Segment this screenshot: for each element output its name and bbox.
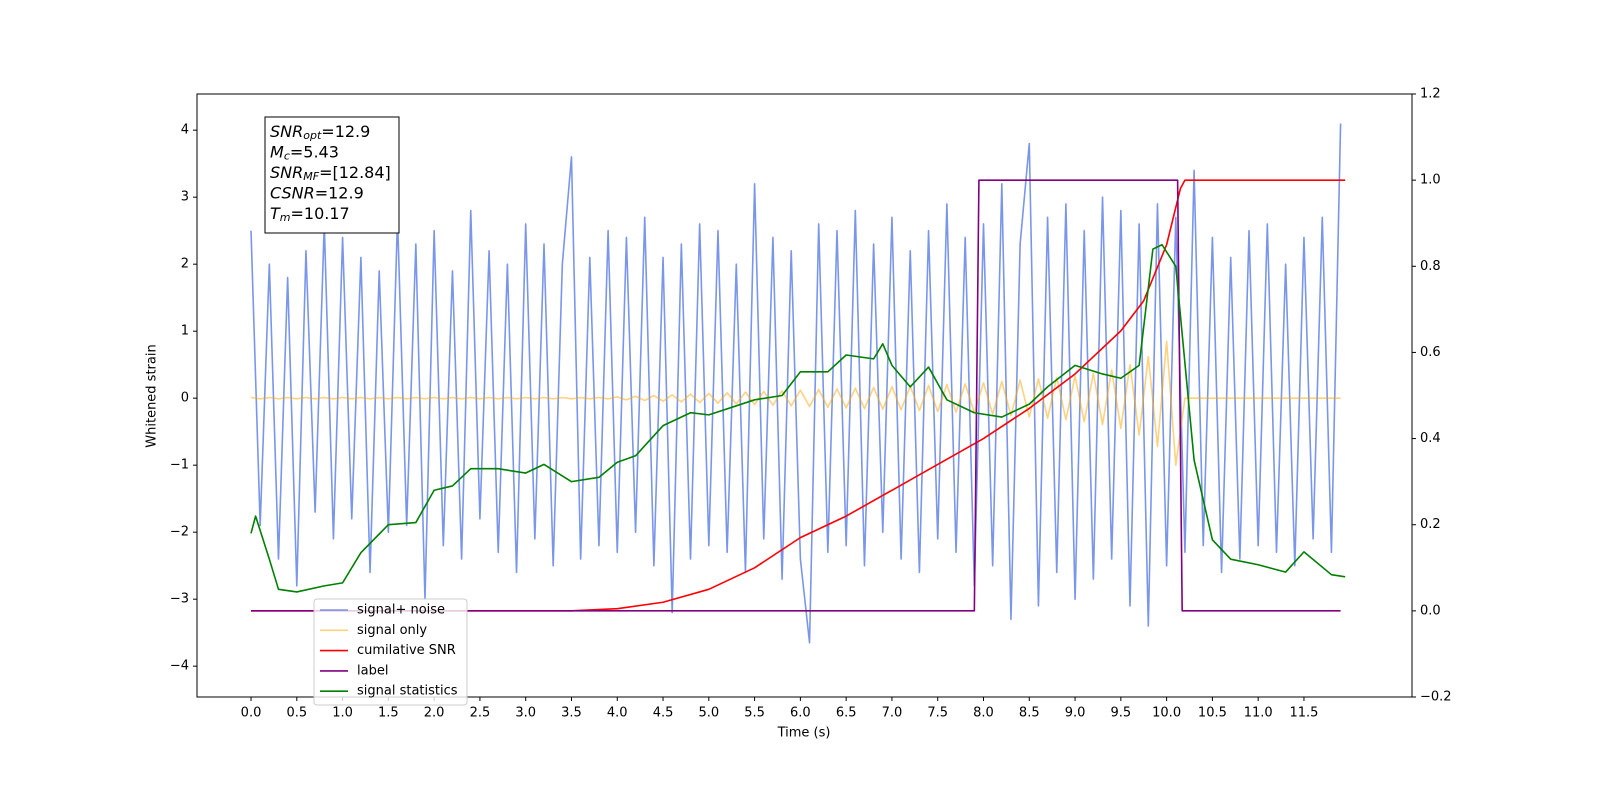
annotation-rest: =12.9 — [315, 183, 364, 202]
annotation-box: SNRopt=12.9Mc=5.43SNRMF=[12.84]CSNR=12.9… — [264, 116, 400, 234]
x-tick-label: 8.5 — [1019, 706, 1040, 721]
y2-tick-label: −0.2 — [1420, 690, 1452, 705]
x-tick-label: 10.5 — [1198, 706, 1227, 721]
legend-label: signal statistics — [357, 684, 458, 699]
x-tick-label: 11.0 — [1244, 706, 1273, 721]
annotation-main: SNR — [270, 163, 303, 182]
annotation-sub: opt — [303, 129, 322, 142]
plot-area — [250, 123, 1346, 644]
x-tick-label: 5.5 — [744, 706, 765, 721]
legend-label: label — [357, 663, 388, 678]
y2-tick-label: 1.2 — [1420, 87, 1441, 102]
y2-tick-label: 0.0 — [1420, 603, 1441, 618]
x-tick-label: 1.5 — [378, 706, 399, 721]
legend-frame — [313, 598, 468, 706]
x-tick-label: 8.0 — [973, 706, 994, 721]
y-tick-label: −2 — [170, 525, 189, 540]
annotation-main: SNR — [270, 122, 303, 141]
x-tick-label: 1.0 — [332, 706, 353, 721]
x-tick-label: 6.0 — [790, 706, 811, 721]
x-tick-label: 3.5 — [561, 706, 582, 721]
annotation-rest: =10.17 — [291, 204, 350, 223]
x-tick-label: 4.5 — [653, 706, 674, 721]
legend: signal+ noise signal only cumilative SNR la… — [313, 598, 468, 706]
y-tick-label: 3 — [181, 190, 189, 205]
x-tick-label: 9.0 — [1065, 706, 1086, 721]
axes-frame — [196, 93, 1413, 698]
y2-tick-label: 1.0 — [1420, 173, 1441, 188]
x-tick-label: 0.5 — [286, 706, 307, 721]
annotation-rest: =12.9 — [321, 122, 370, 141]
x-tick-label: 2.0 — [424, 706, 445, 721]
x-tick-label: 11.5 — [1289, 706, 1318, 721]
annotation-sub: MF — [303, 170, 319, 183]
annotation-line: Tm=10.17 — [270, 204, 350, 225]
annotation-sub: c — [284, 150, 290, 163]
legend-label: signal+ noise — [357, 603, 445, 618]
x-tick-label: 3.0 — [515, 706, 536, 721]
y2-tick-label: 0.6 — [1420, 345, 1441, 360]
x-tick-label: 7.5 — [927, 706, 948, 721]
annotation-main: CSNR — [270, 183, 315, 202]
legend-label: cumilative SNR — [357, 643, 456, 658]
annotation-rest: =5.43 — [290, 142, 339, 161]
annotation-main: M — [270, 142, 284, 161]
y-tick-label: −4 — [170, 659, 189, 674]
annotation-line: Mc=5.43 — [270, 142, 339, 163]
y-tick-label: 1 — [181, 324, 189, 339]
y-tick-label: 2 — [181, 257, 189, 272]
annotation-sub: m — [280, 211, 291, 224]
y-axis-label: Whitened strain — [145, 344, 160, 447]
y-tick-label: 4 — [181, 123, 189, 138]
series-line — [251, 179, 1341, 612]
annotation-frame — [264, 116, 400, 234]
annotation-rest: =[12.84] — [319, 163, 391, 182]
x-tick-label: 6.5 — [836, 706, 857, 721]
y-tick-label: −1 — [170, 458, 189, 473]
series-line — [250, 340, 1341, 466]
y2-tick-label: 0.8 — [1420, 259, 1441, 274]
legend-label: signal only — [357, 623, 427, 638]
y-tick-label: −3 — [170, 592, 189, 607]
x-axis-label: Time (s) — [777, 726, 831, 741]
y2-tick-label: 0.4 — [1420, 431, 1441, 446]
x-tick-label: 2.5 — [470, 706, 491, 721]
x-tick-label: 7.0 — [882, 706, 903, 721]
annotation-line: SNRMF=[12.84] — [270, 163, 391, 184]
annotation-line: SNRopt=12.9 — [270, 122, 370, 143]
annotation-line: CSNR=12.9 — [270, 183, 364, 202]
x-tick-label: 0.0 — [241, 706, 262, 721]
y2-tick-label: 0.2 — [1420, 517, 1441, 532]
series-line — [250, 243, 1346, 593]
annotation-main: T — [270, 204, 281, 223]
x-tick-label: 4.0 — [607, 706, 628, 721]
x-tick-label: 5.0 — [698, 706, 719, 721]
series-line — [251, 179, 1346, 612]
x-tick-label: 9.5 — [1110, 706, 1131, 721]
y-tick-label: 0 — [181, 391, 189, 406]
x-tick-label: 10.0 — [1152, 706, 1181, 721]
